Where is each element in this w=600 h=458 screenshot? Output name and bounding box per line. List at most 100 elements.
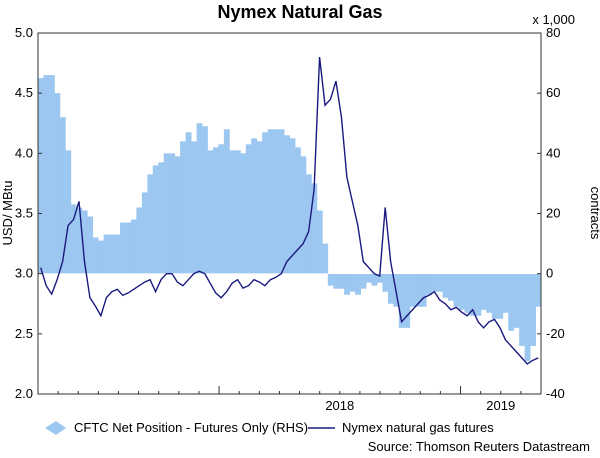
cftc-bar: [305, 174, 312, 274]
x-tick-label: 2018: [325, 398, 354, 413]
x-tick-label: 2019: [486, 398, 515, 413]
cftc-bar: [327, 273, 334, 286]
left-axis-title: USD/ MBtu: [0, 180, 15, 245]
cftc-bar: [448, 273, 454, 301]
right-tick-label: 40: [546, 145, 560, 160]
price-line-series: [40, 56, 539, 365]
cftc-bar: [294, 147, 301, 274]
cftc-bar: [404, 273, 411, 328]
cftc-bar: [70, 204, 77, 274]
cftc-bar: [207, 150, 214, 274]
cftc-bar: [311, 183, 318, 274]
cftc-bar: [76, 207, 83, 274]
cftc-bar: [371, 273, 378, 286]
cftc-bar: [300, 156, 307, 274]
cftc-bar: [169, 153, 176, 274]
cftc-bar: [519, 273, 525, 346]
cftc-bar: [54, 93, 61, 274]
cftc-bar: [360, 273, 367, 289]
cftc-bar: [130, 219, 137, 274]
legend-item-price: Nymex natural gas futures: [308, 420, 494, 435]
cftc-bar: [234, 150, 241, 274]
cftc-bar: [38, 78, 44, 274]
cftc-bar: [497, 273, 504, 319]
cftc-bar: [174, 156, 181, 274]
cftc-bar: [513, 273, 520, 328]
cftc-bar: [420, 273, 427, 307]
cftc-bar: [469, 273, 476, 316]
right-tick-label: 0: [546, 266, 553, 281]
cftc-bar: [480, 273, 487, 310]
left-tick-label: 3.5: [15, 206, 33, 221]
legend-item-cftc: CFTC Net Position - Futures Only (RHS): [45, 420, 308, 435]
cftc-bar: [475, 273, 482, 316]
left-tick-label: 4.5: [15, 85, 33, 100]
cftc-bar: [409, 273, 416, 307]
cftc-bar: [262, 132, 269, 274]
chart-title: Nymex Natural Gas: [217, 2, 382, 22]
cftc-bar: [284, 135, 290, 274]
right-tick-label: 60: [546, 85, 560, 100]
cftc-bar: [486, 273, 493, 313]
cftc-bars: [38, 75, 542, 361]
cftc-bar: [251, 138, 258, 274]
cftc-bar: [59, 117, 66, 274]
right-axis-ticks: 80 60 40 20 0 -20 -40: [537, 25, 565, 401]
cftc-bar: [415, 273, 422, 307]
cftc-bar: [344, 273, 351, 295]
cftc-bar: [366, 273, 372, 283]
cftc-bar: [278, 129, 285, 274]
cftc-bar: [136, 207, 143, 274]
cftc-bar: [256, 141, 263, 274]
cftc-bar: [141, 192, 148, 274]
cftc-bar: [502, 273, 509, 313]
cftc-bar: [152, 165, 159, 274]
cftc-bar: [92, 237, 99, 274]
right-tick-label: -20: [546, 326, 565, 341]
cftc-bar: [464, 273, 471, 313]
cftc-bar: [437, 273, 443, 292]
cftc-bar: [103, 234, 110, 274]
cftc-bar: [491, 273, 498, 319]
cftc-bar: [202, 126, 208, 274]
cftc-bar: [426, 273, 433, 295]
cftc-bar: [43, 75, 50, 274]
cftc-bar: [267, 129, 274, 274]
cftc-bar: [147, 174, 154, 274]
cftc-bar: [458, 273, 465, 310]
cftc-bar: [508, 273, 515, 331]
cftc-bar: [240, 153, 247, 274]
cftc-bar: [158, 162, 165, 274]
cftc-bar: [196, 123, 203, 274]
cftc-bar: [349, 273, 356, 292]
x-axis-ticks: 2018 2019: [57, 386, 522, 413]
cftc-bar: [87, 216, 94, 274]
cftc-bar: [355, 273, 361, 295]
cftc-bar: [180, 141, 187, 274]
source-note: Source: Thomson Reuters Datastream: [368, 439, 590, 454]
cftc-bar: [289, 138, 296, 274]
cftc-bar: [48, 75, 55, 274]
cftc-bar: [245, 144, 252, 274]
cftc-bar: [114, 234, 121, 274]
left-tick-label: 2.5: [15, 326, 33, 341]
cftc-bar: [333, 273, 340, 289]
cftc-bar: [223, 129, 230, 274]
cftc-bar: [163, 153, 170, 274]
cftc-bar: [185, 132, 192, 274]
right-axis-unit: x 1,000: [532, 12, 575, 27]
right-tick-label: -40: [546, 386, 565, 401]
left-tick-label: 2.0: [15, 386, 33, 401]
cftc-bar: [229, 150, 236, 274]
cftc-bar: [125, 222, 132, 274]
cftc-bar: [524, 273, 531, 361]
cftc-bar: [191, 141, 197, 274]
cftc-bar: [81, 210, 88, 274]
cftc-bar: [120, 222, 126, 274]
cftc-bar: [212, 147, 219, 274]
cftc-bar: [109, 234, 115, 274]
cftc-bar: [65, 150, 72, 274]
cftc-bar: [382, 273, 389, 292]
legend-swatch-cftc: [45, 421, 66, 435]
